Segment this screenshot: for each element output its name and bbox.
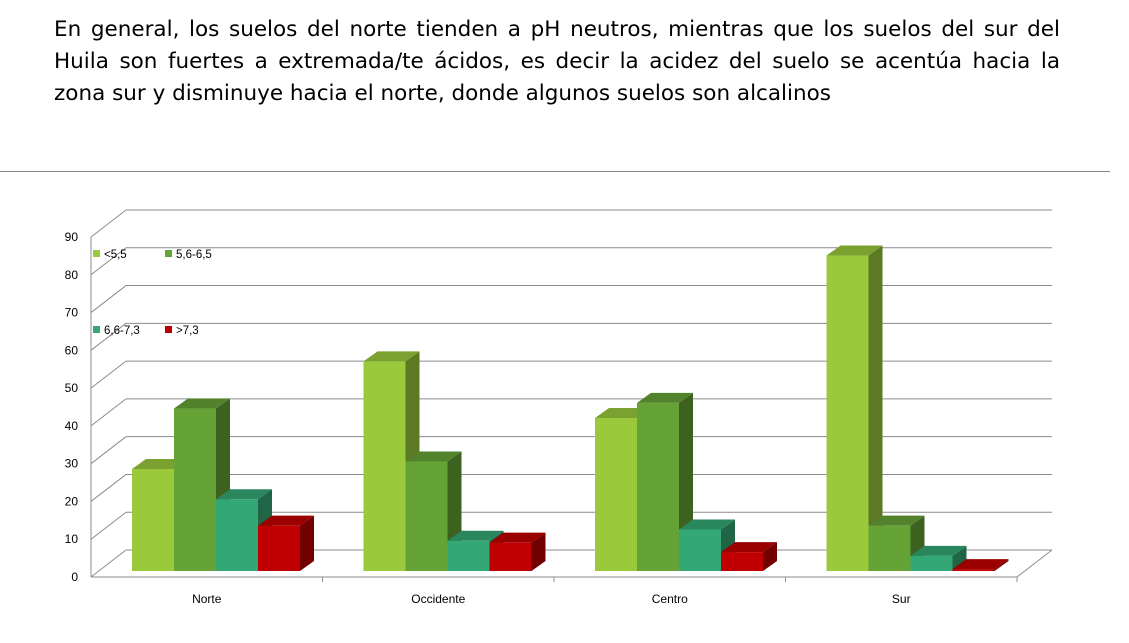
bar-top <box>952 559 1009 570</box>
gridline-side <box>90 549 127 578</box>
bar-side <box>868 245 883 572</box>
legend-label: 6,6-7,3 <box>104 325 140 337</box>
y-tick-label: 90 <box>65 230 79 244</box>
caption-text: En general, los suelos del norte tienden… <box>54 17 1060 106</box>
bar-centro-1 <box>637 402 679 571</box>
y-tick-label: 80 <box>65 268 79 282</box>
y-tick-label: 30 <box>65 457 79 471</box>
divider <box>0 171 1110 172</box>
bar-norte-2 <box>216 499 258 571</box>
bar-top <box>637 392 693 403</box>
bar-centro-0 <box>595 418 637 571</box>
y-tick-label: 60 <box>65 343 79 357</box>
x-tick-label: Sur <box>892 592 911 606</box>
bar-sur-1 <box>868 525 911 571</box>
bar-side <box>994 559 1009 571</box>
bar-top <box>447 530 504 541</box>
bar-norte-3 <box>258 525 300 571</box>
bar-sur-2 <box>910 555 953 571</box>
bar-occidente-0 <box>363 361 406 571</box>
gridline-side <box>90 360 127 389</box>
gridline-side <box>90 511 127 540</box>
x-tick-label: Occidente <box>411 592 465 606</box>
legend-swatch <box>93 326 100 333</box>
legend-swatch <box>165 326 172 333</box>
bar-side <box>763 542 777 571</box>
bar-sur-0 <box>826 255 869 572</box>
bar-occidente-2 <box>447 540 490 571</box>
legend-label: >7,3 <box>176 325 199 337</box>
y-tick-label: 40 <box>65 419 79 433</box>
bar-top <box>216 489 272 500</box>
bar-side <box>300 515 314 571</box>
bar-top <box>489 532 546 543</box>
y-tick-label: 0 <box>71 570 78 584</box>
gridline-side <box>90 474 127 502</box>
x-tick-label: Centro <box>652 592 688 606</box>
legend-label: 5,6-6,5 <box>176 249 212 261</box>
gridline-side <box>90 209 127 238</box>
bar-side <box>952 545 967 571</box>
bar-top <box>679 519 735 530</box>
bar-side <box>531 532 546 571</box>
gridline-side <box>90 398 127 427</box>
y-tick-label: 70 <box>65 306 79 320</box>
bar-sur-3 <box>952 569 995 571</box>
bar-top <box>868 515 925 526</box>
gridline-side <box>90 436 127 465</box>
bar-norte-0 <box>132 469 174 571</box>
bar-centro-2 <box>679 529 721 571</box>
legend-swatch <box>165 250 172 257</box>
gridline-side <box>90 285 127 313</box>
legend-swatch <box>93 250 100 257</box>
gridline-side <box>90 322 127 351</box>
x-tick-label: Norte <box>192 592 222 606</box>
bar-top <box>363 351 420 362</box>
bar-occidente-3 <box>489 542 532 571</box>
bar-norte-1 <box>174 408 216 571</box>
floor-edge <box>1016 549 1053 578</box>
bar-top <box>910 545 967 556</box>
legend-label: <5,5 <box>104 249 127 261</box>
bar-top <box>721 542 777 553</box>
bar-top <box>405 451 462 462</box>
bar-occidente-1 <box>405 461 448 571</box>
bar-top <box>258 515 314 526</box>
bar-centro-3 <box>721 552 763 571</box>
bar-top <box>826 245 883 256</box>
y-tick-label: 20 <box>65 494 79 508</box>
bar-top <box>174 398 230 409</box>
y-tick-label: 10 <box>65 532 79 546</box>
gridline-side <box>90 247 127 276</box>
y-tick-label: 50 <box>65 381 79 395</box>
